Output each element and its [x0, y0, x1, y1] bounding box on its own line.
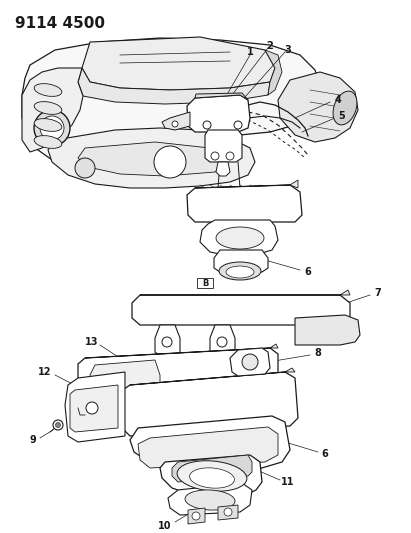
Polygon shape [168, 483, 252, 515]
Text: 3: 3 [285, 45, 291, 55]
Polygon shape [140, 290, 350, 295]
Text: 1: 1 [247, 47, 253, 57]
Polygon shape [85, 344, 278, 358]
Polygon shape [48, 128, 255, 188]
Polygon shape [230, 348, 270, 376]
Text: 5: 5 [339, 111, 345, 121]
Polygon shape [120, 372, 298, 436]
Polygon shape [70, 385, 118, 432]
Text: 8: 8 [314, 348, 321, 358]
Text: 9114 4500: 9114 4500 [15, 16, 105, 31]
Ellipse shape [219, 262, 261, 280]
Circle shape [224, 508, 232, 516]
Polygon shape [200, 220, 278, 256]
Polygon shape [130, 416, 290, 474]
Ellipse shape [189, 468, 234, 488]
Polygon shape [22, 38, 320, 172]
Polygon shape [278, 72, 358, 142]
Text: 2: 2 [267, 41, 273, 51]
Circle shape [217, 337, 227, 347]
Ellipse shape [34, 84, 62, 96]
Ellipse shape [216, 227, 264, 249]
Ellipse shape [226, 266, 254, 278]
Polygon shape [195, 180, 298, 188]
Polygon shape [172, 455, 252, 482]
Text: 10: 10 [158, 521, 172, 531]
Text: 7: 7 [374, 288, 381, 298]
Text: B: B [202, 279, 208, 287]
Text: 6: 6 [305, 267, 312, 277]
Circle shape [154, 146, 186, 178]
Text: 12: 12 [38, 367, 52, 377]
Polygon shape [130, 368, 295, 385]
Ellipse shape [333, 91, 357, 125]
Circle shape [234, 121, 242, 129]
Polygon shape [65, 372, 125, 442]
Circle shape [172, 121, 178, 127]
Polygon shape [216, 162, 230, 176]
Polygon shape [195, 93, 248, 100]
Polygon shape [155, 325, 180, 356]
Polygon shape [188, 508, 205, 524]
Polygon shape [187, 95, 250, 132]
Text: 13: 13 [85, 337, 99, 347]
Circle shape [211, 152, 219, 160]
Polygon shape [160, 455, 262, 498]
Polygon shape [265, 50, 282, 95]
FancyBboxPatch shape [197, 278, 213, 288]
Circle shape [162, 337, 172, 347]
Polygon shape [78, 348, 278, 400]
Circle shape [53, 420, 63, 430]
Circle shape [34, 110, 70, 146]
Circle shape [242, 354, 258, 370]
Text: 6: 6 [322, 449, 328, 459]
Polygon shape [78, 68, 270, 104]
Circle shape [203, 121, 211, 129]
Circle shape [40, 116, 64, 140]
Polygon shape [22, 68, 83, 152]
Ellipse shape [34, 135, 62, 148]
Circle shape [75, 158, 95, 178]
Ellipse shape [34, 119, 62, 132]
Text: 4: 4 [335, 95, 342, 105]
Polygon shape [90, 360, 160, 396]
Circle shape [55, 423, 60, 427]
Polygon shape [205, 130, 242, 162]
Polygon shape [210, 325, 235, 356]
Circle shape [192, 512, 200, 520]
Circle shape [86, 402, 98, 414]
Text: 9: 9 [30, 435, 37, 445]
Circle shape [226, 152, 234, 160]
Polygon shape [214, 250, 268, 272]
Polygon shape [295, 315, 360, 345]
Polygon shape [132, 295, 350, 325]
Polygon shape [138, 427, 278, 468]
Polygon shape [187, 185, 302, 222]
Text: 11: 11 [281, 477, 295, 487]
Polygon shape [218, 505, 238, 520]
Ellipse shape [185, 490, 235, 510]
Polygon shape [78, 142, 230, 176]
Ellipse shape [177, 461, 247, 491]
Ellipse shape [34, 102, 62, 115]
Polygon shape [82, 37, 275, 90]
Polygon shape [162, 112, 190, 130]
